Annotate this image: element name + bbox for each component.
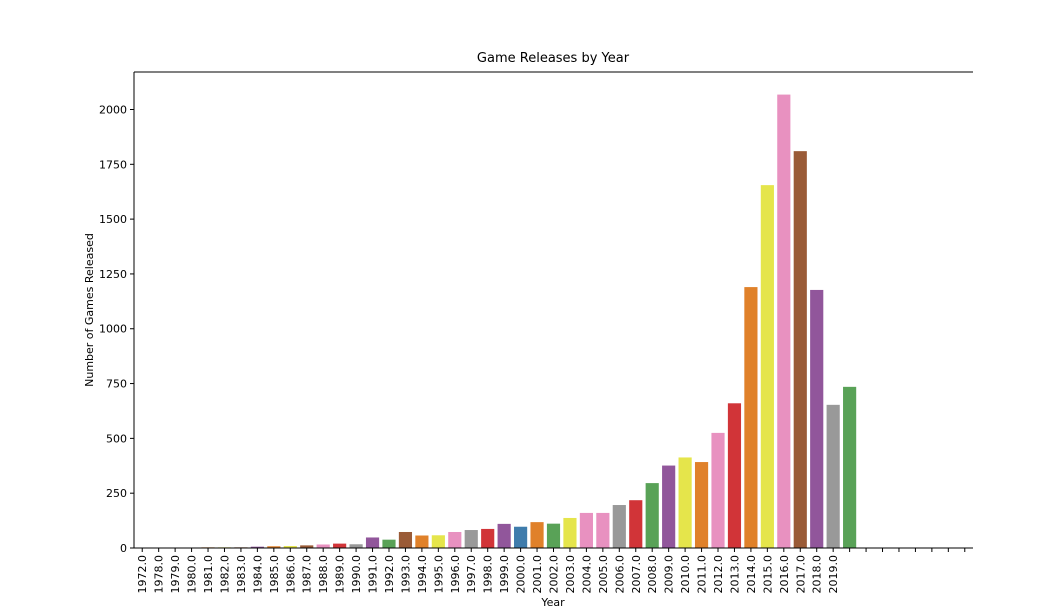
x-tick-label: 2004.0 [580,555,593,594]
y-tick-label: 250 [106,487,127,500]
x-tick-label: 2009.0 [663,555,676,594]
x-tick-label: 1986.0 [284,555,297,594]
bar [760,185,774,549]
bar [727,403,742,548]
x-tick-label: 1989.0 [334,555,347,594]
x-tick-label: 1984.0 [251,555,264,594]
bar [283,546,297,548]
bar [645,483,659,548]
bar [530,522,544,548]
bar [448,531,462,548]
x-tick-label: 2002.0 [548,555,561,594]
bar [398,531,413,548]
x-tick-label: 2015.0 [761,555,774,594]
bar [629,500,643,548]
x-tick-label: 2011.0 [696,555,709,594]
x-tick-label: 1983.0 [235,555,248,594]
bar [415,535,429,548]
x-tick-label: 1995.0 [432,555,445,594]
x-tick-label: 2003.0 [564,555,577,594]
x-tick-label: 2006.0 [613,555,626,594]
bar [596,512,610,548]
x-tick-label: 1990.0 [350,555,363,594]
y-tick-label: 750 [106,378,127,391]
x-tick-label: 1982.0 [218,555,231,594]
x-tick-label: 1972.0 [136,555,149,594]
x-tick-label: 1992.0 [383,555,396,594]
x-tick-label: 2012.0 [712,555,725,594]
y-tick-label: 500 [106,432,127,445]
x-tick-label: 2000.0 [515,555,528,594]
x-tick-label: 1981.0 [202,555,215,594]
x-tick-label: 1991.0 [367,555,380,594]
bar [250,546,264,548]
x-tick-label: 2013.0 [728,555,741,594]
x-tick-label: 2005.0 [597,555,610,594]
x-tick-label: 2016.0 [778,555,791,594]
bar [382,539,396,548]
x-tick-label: 1999.0 [498,555,511,594]
bar [579,512,593,548]
x-tick-label: 2014.0 [745,555,758,594]
x-tick-label: 1997.0 [465,555,478,594]
y-tick-label: 1000 [99,323,127,336]
bar [563,517,577,548]
bar [497,523,511,548]
x-tick-label: 1980.0 [186,555,199,594]
bar [267,546,281,548]
bar [546,523,561,548]
x-tick-label: 1994.0 [416,555,429,594]
x-tick-label: 2019.0 [827,555,840,594]
x-tick-label: 2018.0 [811,555,824,594]
bar [810,289,824,548]
bar [365,537,380,548]
bar [694,462,709,548]
bar [711,432,725,548]
x-tick-label: 1988.0 [317,555,330,594]
bar [612,505,626,548]
x-tick-label: 1998.0 [482,555,495,594]
bar [464,530,478,548]
bar [316,544,330,548]
bar [777,94,791,549]
bar [793,151,807,548]
x-tick-label: 1979.0 [169,555,182,594]
bar [349,544,363,548]
bar [514,526,528,548]
bar [678,457,692,548]
y-tick-label: 1500 [99,213,127,226]
x-tick-label: 1978.0 [153,555,166,594]
bar [431,535,445,548]
x-tick-label: 2017.0 [794,555,807,594]
chart-title: Game Releases by Year [477,51,630,66]
bar [744,287,758,548]
bar [481,528,495,548]
x-tick-label: 2010.0 [679,555,692,594]
x-tick-label: 2008.0 [646,555,659,594]
x-tick-label: 1987.0 [301,555,314,594]
bar [662,465,676,548]
x-axis-label: Year [540,596,565,609]
x-tick-label: 1993.0 [399,555,412,594]
bar [333,543,347,548]
x-tick-label: 1996.0 [449,555,462,594]
y-tick-label: 1250 [99,268,127,281]
y-axis-label: Number of Games Released [83,233,96,387]
x-tick-label: 1985.0 [268,555,281,594]
x-tick-label: 2007.0 [630,555,643,594]
x-tick-label: 2001.0 [531,555,544,594]
y-tick-label: 0 [120,542,127,555]
bar [843,386,857,548]
y-tick-label: 1750 [99,158,127,171]
bar [300,545,314,548]
y-tick-label: 2000 [99,103,127,116]
bar [826,404,840,548]
